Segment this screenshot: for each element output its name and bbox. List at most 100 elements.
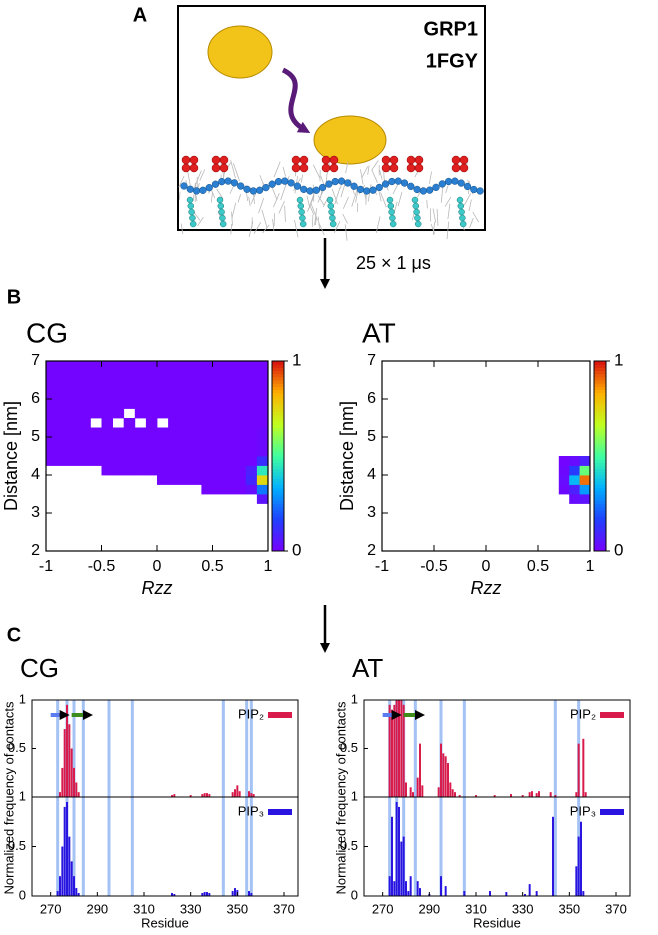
panel-label: C bbox=[7, 624, 21, 646]
heatmap-cell bbox=[68, 427, 80, 438]
colorbar-segment bbox=[594, 525, 606, 530]
heatmap-cell bbox=[123, 437, 136, 447]
lipid-chain-bead bbox=[299, 220, 307, 228]
heatmap-cell bbox=[223, 446, 236, 457]
colorbar-frame bbox=[271, 360, 285, 552]
heatmap-cell bbox=[134, 380, 147, 390]
bar bbox=[549, 792, 552, 797]
lipid-tail bbox=[282, 166, 287, 177]
heatmap-cell bbox=[123, 380, 136, 390]
bar bbox=[402, 836, 405, 896]
heatmap-cell bbox=[569, 456, 580, 466]
heatmap-cell bbox=[157, 475, 169, 485]
colorbar-segment bbox=[272, 427, 284, 432]
heatmap-cell bbox=[245, 437, 258, 447]
colorbar-segment bbox=[272, 414, 284, 419]
heatmap-cell bbox=[212, 437, 224, 447]
heatmap-cell bbox=[46, 418, 58, 428]
phosphate-bead bbox=[255, 186, 264, 194]
heatmap-cell bbox=[569, 494, 580, 504]
colorbar-segment bbox=[594, 547, 606, 552]
heatmap-cell bbox=[112, 437, 125, 447]
colorbar-segment bbox=[272, 364, 284, 368]
heatmap-cell bbox=[90, 408, 102, 419]
colorbar-segment bbox=[594, 459, 606, 463]
heatmap-cell bbox=[68, 370, 80, 381]
y-axis-label: Normalized frequency of contacts bbox=[333, 701, 348, 894]
phosphate-bead bbox=[413, 185, 421, 194]
bar bbox=[416, 777, 419, 797]
y-tick-label: 3 bbox=[31, 504, 40, 521]
colorbar-segment bbox=[594, 538, 606, 542]
heatmap-cell bbox=[212, 389, 224, 400]
heatmap-cell bbox=[223, 399, 236, 409]
colorbar-segment bbox=[594, 487, 606, 492]
heatmap-cell bbox=[134, 427, 147, 438]
lipid-tail bbox=[375, 216, 381, 233]
heatmap-cell bbox=[201, 427, 213, 438]
colorbar-segment bbox=[594, 405, 606, 409]
lipid-chain-bead bbox=[219, 214, 226, 222]
y-tick-label: 0.5 bbox=[8, 740, 26, 755]
legend-label: PIP₂ bbox=[570, 706, 596, 721]
heatmap-cell bbox=[123, 456, 136, 466]
colorbar-segment bbox=[272, 528, 284, 533]
lipid-chain-bead bbox=[414, 220, 422, 228]
heatmap-cell bbox=[90, 427, 102, 438]
colorbar-segment bbox=[272, 487, 284, 492]
colorbar-segment bbox=[272, 468, 284, 473]
x-tick-label: 310 bbox=[133, 901, 155, 916]
lipid-chain-bead bbox=[187, 202, 195, 210]
lipid-tail bbox=[331, 188, 338, 205]
colorbar-segment bbox=[594, 433, 606, 438]
x-tick-label: 1 bbox=[264, 558, 273, 575]
bar bbox=[73, 767, 75, 797]
y-tick-label: 1 bbox=[19, 788, 26, 803]
protein-bound bbox=[313, 115, 387, 165]
colorbar-tick-label: 0 bbox=[614, 540, 623, 559]
headgroup-bead bbox=[299, 155, 309, 165]
heatmap-cell bbox=[79, 370, 91, 381]
heatmap-cell bbox=[112, 456, 125, 466]
x-tick-label: 330 bbox=[180, 901, 202, 916]
heatmap-cell bbox=[112, 446, 125, 457]
lipid-chain-bead bbox=[299, 214, 306, 222]
colorbar-segment bbox=[272, 386, 284, 390]
phosphate-bead bbox=[274, 177, 283, 186]
colorbar-segment bbox=[594, 478, 606, 482]
heatmap-cell bbox=[168, 427, 180, 438]
heatmap-cell bbox=[212, 475, 224, 485]
y-tick-label: 7 bbox=[31, 352, 40, 369]
colorbar-segment bbox=[594, 364, 606, 368]
heatmap-cell bbox=[145, 399, 158, 409]
colorbar-segment bbox=[594, 424, 606, 428]
colorbar-segment bbox=[272, 408, 284, 413]
headgroup-bead bbox=[381, 163, 391, 173]
lipid-chain-bead bbox=[326, 196, 334, 204]
phosphate-bead bbox=[243, 185, 251, 193]
heatmap-cell bbox=[558, 456, 570, 466]
heatmap-cell bbox=[190, 389, 202, 400]
heatmap-cell bbox=[134, 389, 147, 400]
lipid-tail bbox=[248, 221, 254, 237]
bar bbox=[250, 893, 253, 896]
heatmap-cell bbox=[145, 446, 158, 457]
x-tick-label: 0.5 bbox=[201, 558, 223, 575]
heatmap-cell bbox=[168, 475, 180, 485]
lipid-tail bbox=[367, 165, 370, 175]
colorbar-segment bbox=[272, 497, 284, 501]
lipid-tail bbox=[178, 175, 185, 188]
heatmap-cell bbox=[145, 389, 158, 400]
heatmap-cell bbox=[168, 408, 180, 419]
bar bbox=[236, 785, 239, 797]
heatmap-cell bbox=[79, 427, 91, 438]
bar bbox=[528, 884, 531, 896]
x-tick-label: -0.5 bbox=[420, 558, 448, 575]
heatmap-cell bbox=[79, 437, 91, 447]
heatmap-cell bbox=[179, 380, 191, 390]
colorbar-segment bbox=[594, 408, 606, 413]
lipid-tail bbox=[253, 221, 262, 234]
colorbar-segment bbox=[594, 475, 606, 479]
heatmap-cell bbox=[190, 418, 202, 428]
heatmap-cell bbox=[245, 456, 258, 466]
